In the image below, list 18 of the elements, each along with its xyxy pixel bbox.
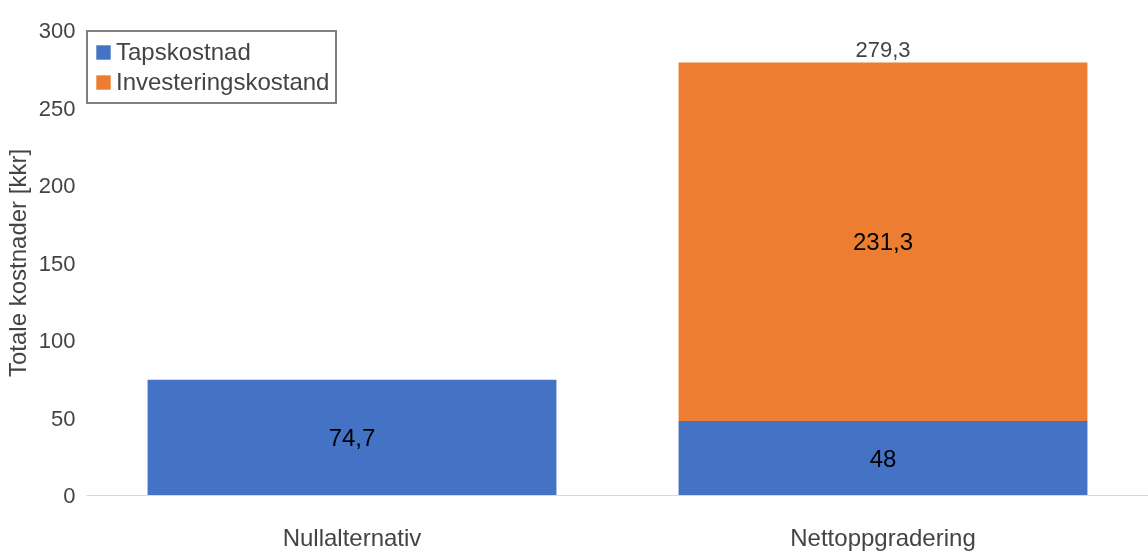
x-tick-label: Nettoppgradering (790, 523, 976, 551)
bar (678, 421, 1088, 496)
y-tick-label: 200 (38, 173, 76, 198)
y-tick-label: 150 (38, 250, 76, 276)
y-tick-label: 250 (38, 95, 76, 121)
legend-label: Investeringskostand (116, 68, 330, 96)
y-axis-title: Totale kostnader [kkr] (3, 148, 31, 378)
y-tick-label: 300 (38, 18, 76, 43)
y-tick-label: 50 (51, 405, 76, 431)
y-tick-label: 100 (38, 328, 76, 353)
data-label: 48 (869, 444, 897, 472)
y-tick-label: 0 (63, 483, 76, 508)
data-label: 74,7 (328, 424, 376, 452)
x-tick-label: Nullalternativ (282, 523, 422, 551)
data-label: 231,3 (852, 228, 914, 256)
total-label: 279,3 (855, 36, 911, 62)
legend-label: Tapskostnad (116, 38, 251, 66)
bar (147, 379, 557, 496)
